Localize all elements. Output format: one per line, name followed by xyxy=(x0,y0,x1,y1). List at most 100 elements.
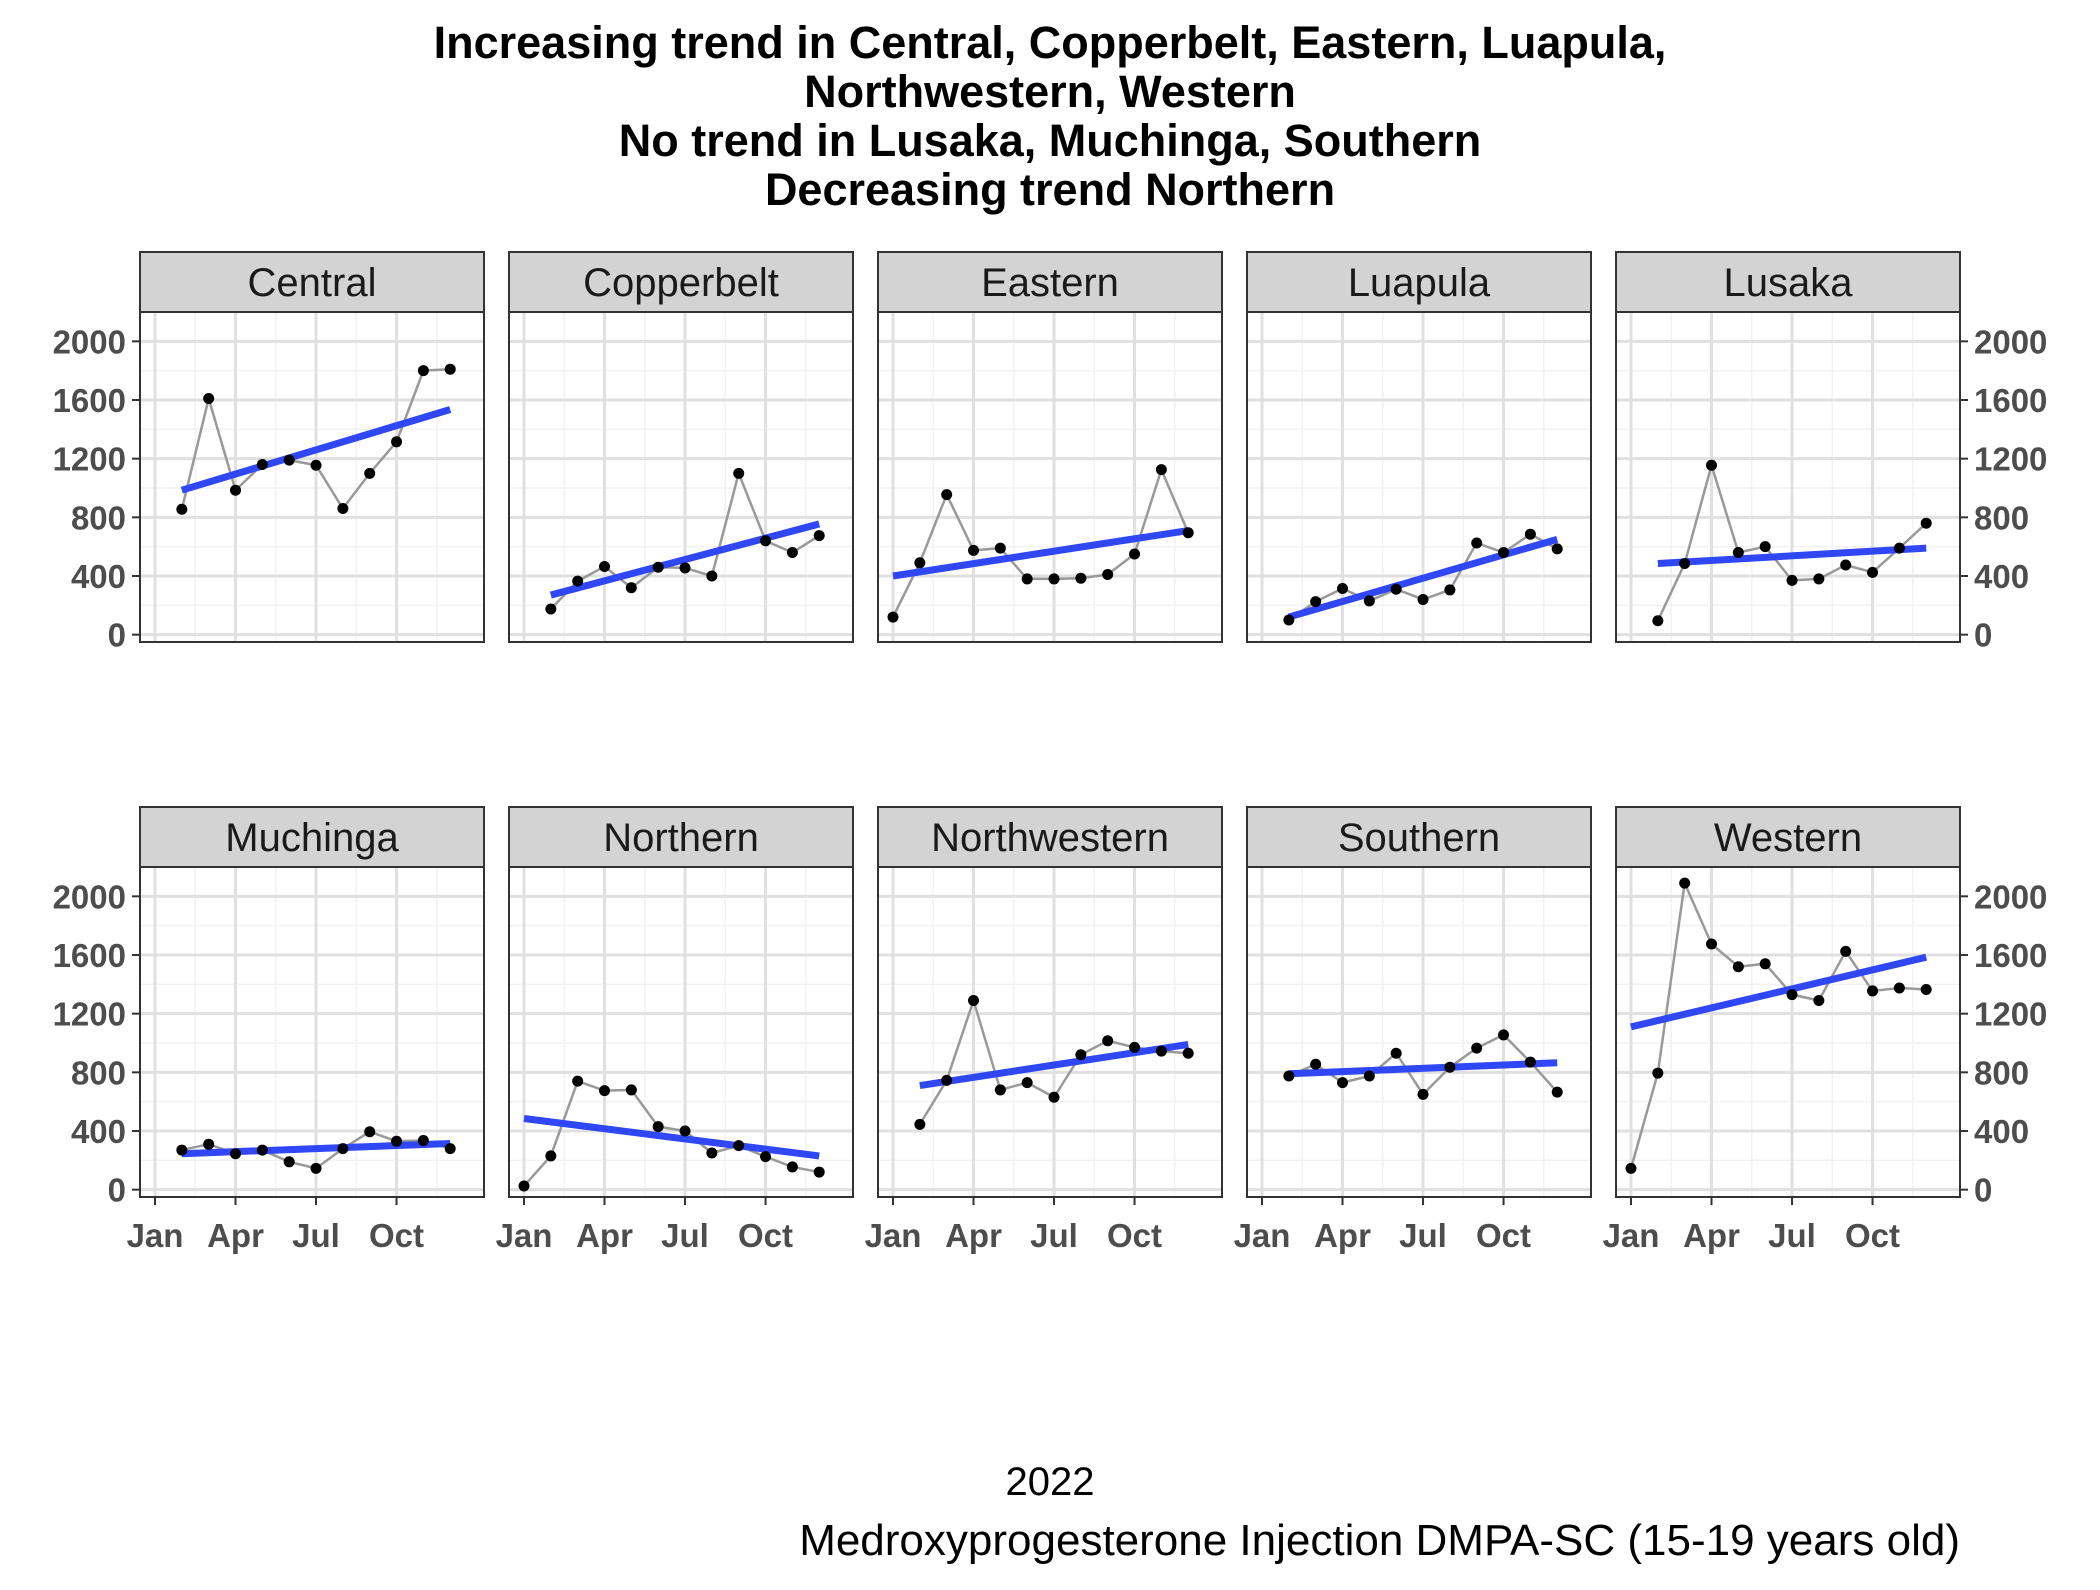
panel-background xyxy=(878,312,1222,642)
y-tick-label: 400 xyxy=(71,558,126,595)
x-axis-title: 2022 xyxy=(1005,1460,1095,1504)
data-point xyxy=(391,436,403,448)
data-point xyxy=(230,484,242,496)
x-tick-label: Apr xyxy=(945,1217,1002,1254)
data-point xyxy=(176,1144,188,1156)
panel-background xyxy=(140,312,484,642)
data-point xyxy=(1021,573,1033,585)
data-point xyxy=(760,535,772,547)
data-point xyxy=(1390,583,1402,595)
data-point xyxy=(1786,574,1798,586)
x-tick-label: Jan xyxy=(1603,1217,1660,1254)
data-point xyxy=(1498,547,1510,559)
series-line-segment xyxy=(523,1155,552,1187)
y-tick-label: 0 xyxy=(108,1172,126,1209)
series-line-segment xyxy=(1710,943,1740,968)
data-point xyxy=(652,1121,664,1133)
data-point xyxy=(1679,877,1691,889)
series-line-segment xyxy=(737,472,767,542)
data-point xyxy=(914,557,926,569)
data-point xyxy=(1867,985,1879,997)
data-point xyxy=(176,503,188,515)
data-point xyxy=(545,1150,557,1162)
panel-border xyxy=(139,311,485,643)
x-tick-label: Oct xyxy=(1845,1217,1900,1254)
facet-strip-label: Central xyxy=(248,261,377,305)
facet-strip xyxy=(139,251,485,313)
facet-northwestern: Northwestern Jan Apr Jul Oct xyxy=(865,806,1223,1254)
data-point xyxy=(364,467,376,479)
x-tick-label: Jan xyxy=(865,1217,922,1254)
y-tick-label: 800 xyxy=(71,1054,126,1091)
x-tick-label: Apr xyxy=(207,1217,264,1254)
y-tick-label: 800 xyxy=(1974,499,2029,536)
y-tick-label: 800 xyxy=(1974,1054,2029,1091)
panel-border xyxy=(508,311,854,643)
y-tick-label: 1200 xyxy=(53,441,126,478)
data-point xyxy=(1021,1077,1033,1089)
data-point xyxy=(1444,1061,1456,1073)
data-point xyxy=(1840,559,1852,571)
trend-line xyxy=(892,527,1189,580)
data-point xyxy=(391,1135,403,1147)
data-point xyxy=(1102,1035,1114,1047)
x-tick-label: Apr xyxy=(576,1217,633,1254)
x-tick-label: Jan xyxy=(127,1217,184,1254)
y-tick-label: 400 xyxy=(1974,558,2029,595)
series-line-segment xyxy=(1710,464,1740,553)
data-point xyxy=(1759,958,1771,970)
data-point xyxy=(625,1084,637,1096)
title-line-3: No trend in Lusaka, Muchinga, Southern xyxy=(618,115,1482,166)
series-line-segment xyxy=(1656,882,1686,1074)
data-point xyxy=(1283,1070,1295,1082)
series-line-segment xyxy=(315,1147,344,1170)
series-line-segment xyxy=(1764,545,1794,582)
data-point xyxy=(545,603,557,615)
data-point xyxy=(1893,542,1905,554)
data-point xyxy=(706,570,718,582)
series-line-segment xyxy=(1656,563,1686,622)
panel-border xyxy=(508,866,854,1198)
facet-strip xyxy=(1615,251,1961,313)
data-point xyxy=(444,1143,456,1155)
data-point xyxy=(572,1075,584,1087)
series-line-segment xyxy=(630,1089,660,1128)
data-point xyxy=(230,1148,242,1160)
data-point xyxy=(1652,615,1664,627)
data-point xyxy=(1182,1047,1194,1059)
y-tick-label: 400 xyxy=(1974,1113,2029,1150)
y-tick-label: 2000 xyxy=(1974,878,2047,915)
data-point xyxy=(1363,1070,1375,1082)
y-tick-label: 800 xyxy=(71,499,126,536)
data-point xyxy=(1102,569,1114,581)
trend-line xyxy=(523,1115,820,1160)
data-point xyxy=(310,1162,322,1174)
data-point xyxy=(994,1084,1006,1096)
panel-border xyxy=(139,866,485,1198)
data-point xyxy=(1893,982,1905,994)
y-tick-label: 1200 xyxy=(1974,441,2047,478)
series-line-segment xyxy=(1422,1066,1451,1096)
x-tick-label: Oct xyxy=(1107,1217,1162,1254)
data-point xyxy=(1471,537,1483,549)
panel-background xyxy=(509,867,853,1197)
panel-background xyxy=(1616,867,1960,1197)
panel-border xyxy=(877,866,1223,1198)
data-point xyxy=(652,561,664,573)
data-point xyxy=(1813,573,1825,585)
facet-southern: Southern Jan Apr Jul Oct xyxy=(1234,806,1592,1254)
panel-border xyxy=(877,311,1223,643)
facet-strip xyxy=(1615,806,1961,868)
panel-background xyxy=(1616,312,1960,642)
facet-luapula: Luapula xyxy=(1246,251,1592,643)
facet-strip-label: Lusaka xyxy=(1724,261,1854,305)
x-tick-label: Jul xyxy=(1768,1217,1816,1254)
data-point xyxy=(1417,593,1429,605)
data-point xyxy=(256,1144,268,1156)
data-point xyxy=(1867,566,1879,578)
data-point xyxy=(760,1151,772,1163)
data-point xyxy=(444,363,456,375)
panel-background xyxy=(1247,867,1591,1197)
data-point xyxy=(310,459,322,471)
